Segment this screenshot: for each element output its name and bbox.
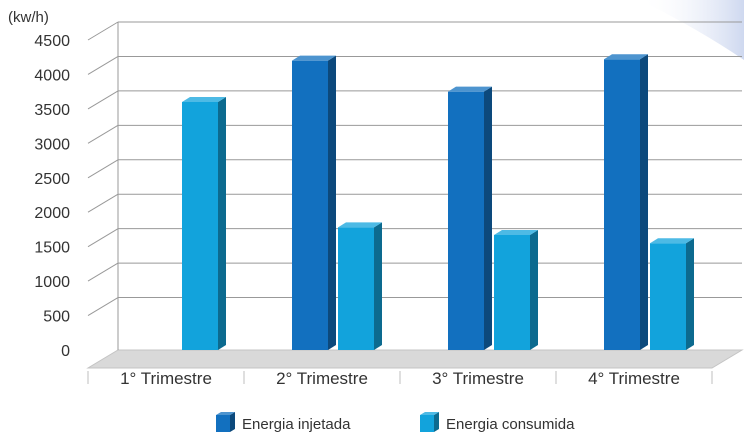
legend-item: Energia consumida xyxy=(420,412,575,433)
bar xyxy=(448,86,492,351)
y-tick-label: 1000 xyxy=(34,274,70,291)
bar xyxy=(604,54,648,351)
gridline-depth xyxy=(87,21,119,41)
x-category-label: 4° Trimestre xyxy=(588,369,680,388)
bar xyxy=(650,238,694,350)
x-category-label: 1° Trimestre xyxy=(120,369,212,388)
y-tick-label: 3000 xyxy=(34,136,70,153)
x-category-label: 2° Trimestre xyxy=(276,369,368,388)
y-tick-label: 2000 xyxy=(34,205,70,222)
y-tick-label: 500 xyxy=(43,309,70,326)
gridline-depth xyxy=(87,193,119,213)
bar xyxy=(494,229,538,350)
legend-swatch xyxy=(420,415,434,432)
bar xyxy=(292,55,336,351)
gridline-depth xyxy=(87,124,119,144)
gridline-depth xyxy=(87,56,119,75)
gridline-depth xyxy=(87,297,119,316)
bars-group xyxy=(182,54,694,351)
legend-label: Energia injetada xyxy=(242,416,351,433)
y-tick-label: 1500 xyxy=(34,240,70,257)
background-decoration xyxy=(640,0,744,60)
gridline-depth xyxy=(87,159,119,179)
legend-swatch xyxy=(216,415,230,432)
bar xyxy=(338,222,382,350)
y-tick-label: 2500 xyxy=(34,171,70,188)
legend-label: Energia consumida xyxy=(446,416,575,433)
labels-group: 0 500 1000 1500 2000 2500 3000 3500 4000 4500 1° T… xyxy=(34,33,680,388)
gridline-depth xyxy=(87,228,119,248)
bar xyxy=(182,97,226,350)
y-tick-label: 4000 xyxy=(34,67,70,84)
y-unit-label: (kw/h) xyxy=(8,9,49,26)
y-tick-label: 4500 xyxy=(34,33,70,50)
gridline-depth xyxy=(87,262,119,282)
chart-floor xyxy=(86,349,744,369)
y-tick-label: 0 xyxy=(61,343,70,360)
legend: Energia injetada Energia consumida xyxy=(216,412,575,433)
y-tick-label: 3500 xyxy=(34,102,70,119)
x-category-label: 3° Trimestre xyxy=(432,369,524,388)
legend-item: Energia injetada xyxy=(216,412,351,433)
gridline-depth xyxy=(87,90,119,110)
